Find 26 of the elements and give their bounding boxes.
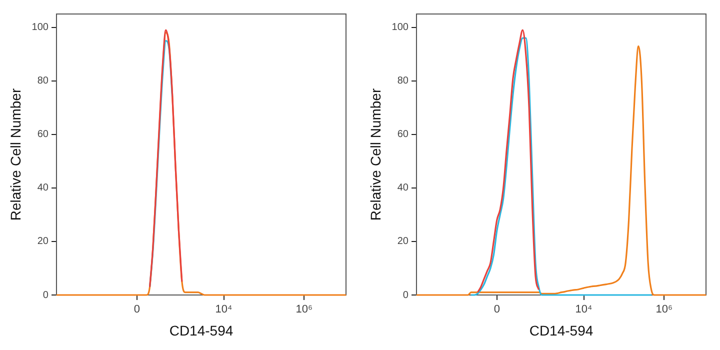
x-tick-label: 10⁴ [215, 304, 233, 316]
x-tick-label: 10⁴ [575, 304, 593, 316]
x-tick-label: 10⁶ [296, 304, 313, 316]
y-axis-title: Relative Cell Number [7, 88, 24, 221]
x-axis-title: CD14-594 [529, 322, 594, 338]
y-tick-label: 20 [397, 236, 409, 248]
y-axis-title: Relative Cell Number [367, 88, 384, 221]
x-tick-label: 0 [134, 304, 140, 316]
line-series [148, 29, 183, 288]
y-tick-label: 0 [402, 290, 409, 301]
y-tick-label: 80 [37, 76, 49, 87]
line-series [416, 45, 707, 296]
y-tick-label: 40 [397, 182, 409, 194]
y-tick-label: 60 [397, 129, 409, 140]
y-tick-label: 0 [42, 290, 49, 301]
y-tick-label: 40 [37, 182, 49, 194]
y-tick-label: 100 [392, 22, 409, 34]
y-tick-label: 60 [37, 129, 49, 140]
y-tick-label: 100 [32, 22, 49, 34]
x-tick-label: 0 [494, 304, 500, 316]
y-tick-label: 80 [397, 76, 409, 87]
y-tick-label: 20 [37, 236, 49, 248]
x-tick-label: 10⁶ [656, 304, 673, 316]
line-series [476, 29, 540, 294]
line-series [470, 37, 652, 296]
x-axis-title: CD14-594 [169, 322, 234, 338]
